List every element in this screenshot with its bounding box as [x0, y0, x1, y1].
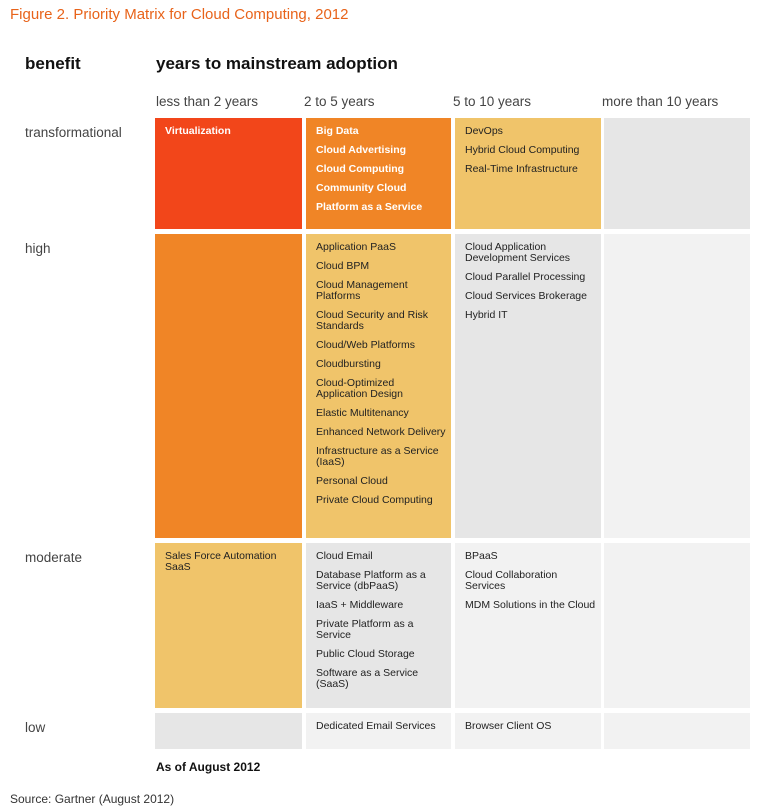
source-note: Source: Gartner (August 2012)	[10, 792, 175, 806]
technology-item: Elastic Multitenancy	[316, 407, 409, 419]
technology-item: Enhanced Network Delivery	[316, 426, 446, 438]
cell-transformational-y2to5: Big Data Cloud Advertising Cloud Computing…	[306, 118, 451, 229]
row-header-low: low	[25, 720, 46, 735]
technology-item: Sales Force Automation SaaS	[165, 550, 277, 573]
cell-moderate-lt2: Sales Force Automation SaaS	[155, 543, 302, 708]
cell-low-gt10	[604, 713, 750, 749]
technology-item: Cloud Computing	[316, 163, 405, 175]
technology-item: DevOps	[465, 125, 503, 137]
technology-item: BPaaS	[465, 550, 498, 562]
technology-item: Hybrid Cloud Computing	[465, 144, 580, 156]
as-of-date: As of August 2012	[156, 760, 261, 774]
technology-item: Infrastructure as a Service (IaaS)	[316, 445, 439, 468]
cell-transformational-gt10	[604, 118, 750, 229]
technology-item: Cloud Collaboration Services	[465, 569, 558, 592]
technology-item: IaaS + Middleware	[316, 599, 404, 611]
technology-item: Community Cloud	[316, 182, 407, 194]
technology-item: Hybrid IT	[465, 309, 508, 321]
technology-item: Cloud BPM	[316, 260, 370, 272]
row-header-transformational: transformational	[25, 125, 122, 140]
column-header-2to5: 2 to 5 years	[304, 94, 375, 109]
technology-item: Cloud Application Development Services	[465, 241, 571, 264]
column-header-lt2: less than 2 years	[156, 94, 259, 109]
column-header-5to10: 5 to 10 years	[453, 94, 532, 109]
technology-item: Private Platform as a Service	[316, 618, 414, 641]
technology-item: Cloud Services Brokerage	[465, 290, 587, 302]
technology-item: Cloudbursting	[316, 358, 381, 370]
technology-item: Cloud/Web Platforms	[316, 339, 416, 351]
technology-item: Platform as a Service	[316, 201, 423, 213]
benefit-header: benefit	[25, 54, 81, 73]
technology-item: Browser Client OS	[465, 720, 552, 732]
cell-high-gt10	[604, 234, 750, 538]
technology-item: Cloud-Optimized Application Design	[316, 377, 403, 400]
row-header-moderate: moderate	[25, 550, 83, 565]
cell-moderate-y2to5: Cloud Email Database Platform as a Servic…	[306, 543, 451, 708]
cell-moderate-gt10	[604, 543, 750, 708]
technology-item: MDM Solutions in the Cloud	[465, 599, 596, 611]
cell-high-y5to10: Cloud Application Development Services Cl…	[455, 234, 601, 538]
row-header-high: high	[25, 241, 51, 256]
technology-item: Cloud Management Platforms	[316, 279, 408, 302]
column-header-gt10: more than 10 years	[602, 94, 719, 109]
technology-item: Cloud Email	[316, 550, 373, 562]
cell-high-lt2	[155, 234, 302, 538]
adoption-header: years to mainstream adoption	[156, 54, 398, 73]
technology-item: Personal Cloud	[316, 475, 388, 487]
cell-high-y2to5: Application PaaS Cloud BPM Cloud Managemen…	[306, 234, 451, 538]
technology-item: Private Cloud Computing	[316, 494, 433, 506]
cell-low-y5to10: Browser Client OS	[455, 713, 601, 749]
cell-moderate-y5to10: BPaaS Cloud Collaboration Services MDM Sol…	[455, 543, 601, 708]
technology-item: Public Cloud Storage	[316, 648, 415, 660]
technology-item: Dedicated Email Services	[316, 720, 436, 732]
technology-item: Virtualization	[165, 125, 231, 137]
figure-title: Figure 2. Priority Matrix for Cloud Comp…	[10, 6, 349, 23]
cell-low-lt2	[155, 713, 302, 749]
technology-item: Cloud Parallel Processing	[465, 271, 586, 283]
cell-low-y2to5: Dedicated Email Services	[306, 713, 451, 749]
cell-transformational-lt2: Virtualization	[155, 118, 302, 229]
cell-transformational-y5to10: DevOps Hybrid Cloud Computing Real-Time In…	[455, 118, 601, 229]
technology-item: Application PaaS	[316, 241, 396, 253]
technology-item: Real-Time Infrastructure	[465, 163, 578, 175]
technology-item: Database Platform as a Service (dbPaaS)	[316, 569, 426, 592]
technology-item: Big Data	[316, 125, 359, 137]
technology-item: Software as a Service (SaaS)	[316, 667, 419, 690]
technology-item: Cloud Security and Risk Standards	[316, 309, 429, 332]
technology-item: Cloud Advertising	[316, 144, 407, 156]
